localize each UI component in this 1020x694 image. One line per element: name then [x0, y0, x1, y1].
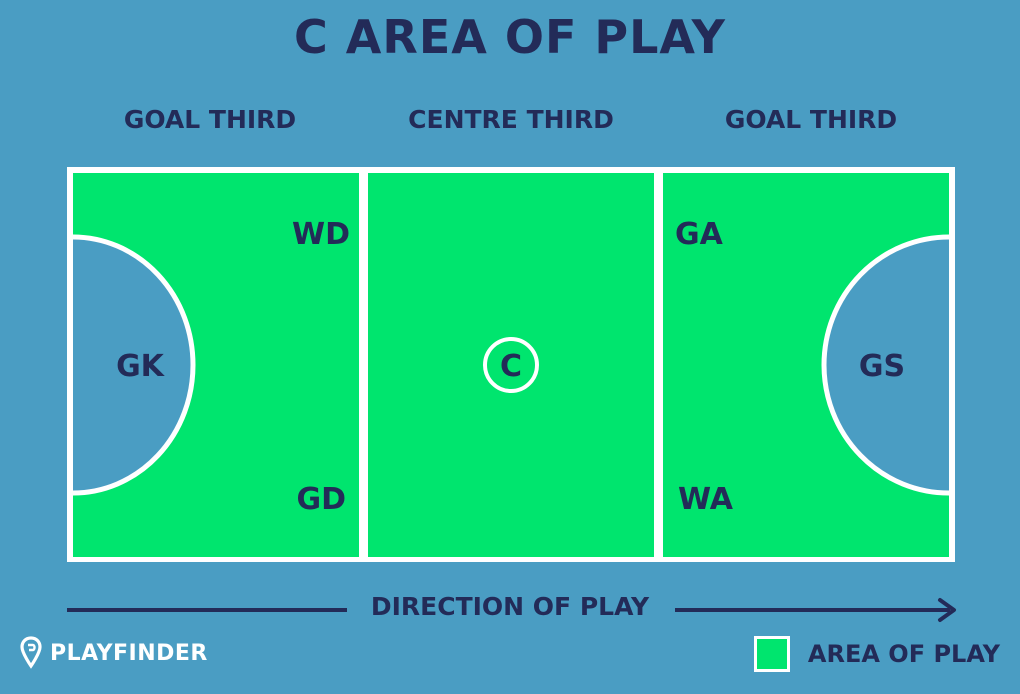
left-goal-circle-line [72, 234, 196, 496]
position-gs-label: GS [859, 349, 905, 384]
position-ga-label: GA [675, 217, 724, 252]
brand-name: PLAYFINDER [50, 640, 208, 666]
location-pin-icon [20, 636, 42, 669]
right-goal-circle [824, 237, 949, 493]
position-wa-label: WA [678, 482, 734, 517]
position-gd-label: GD [296, 482, 346, 517]
direction-arrow-head-icon [938, 598, 956, 622]
direction-of-play-label: DIRECTION OF PLAY [370, 592, 650, 621]
zone-label-centre-third: CENTRE THIRD [408, 105, 614, 134]
right-goal-circle-line [821, 234, 950, 496]
area-of-play-swatch [753, 636, 790, 672]
centre-third-area [368, 173, 654, 557]
playfinder-logo: PLAYFINDER [20, 636, 208, 670]
page-title: C AREA OF PLAY [294, 10, 726, 64]
position-c-label: C [500, 349, 522, 384]
legend: AREA OF PLAY [753, 636, 1000, 672]
position-gk-label: GK [116, 349, 166, 384]
centre-circle [483, 337, 539, 393]
zone-label-left-goal-third: GOAL THIRD [123, 105, 297, 134]
zone-label-right-goal-third: GOAL THIRD [724, 105, 898, 134]
legend-label: AREA OF PLAY [807, 640, 1000, 668]
left-goal-circle [73, 237, 193, 493]
position-wd-label: WD [292, 217, 350, 252]
